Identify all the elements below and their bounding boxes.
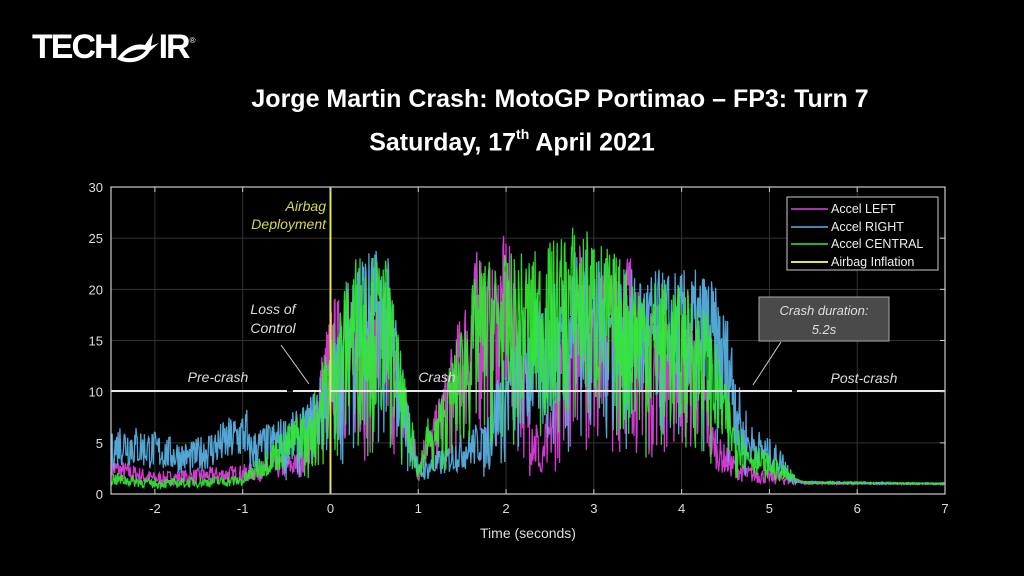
x-tick-label: -2: [149, 501, 161, 516]
crash-duration-box: Crash duration: 5.2s: [758, 296, 890, 342]
legend-label-airbag: Airbag Inflation: [831, 255, 914, 269]
logo-text-ir: IR: [158, 28, 191, 66]
data-traces: [110, 227, 946, 491]
legend-label-right: Accel RIGHT: [831, 220, 904, 234]
x-axis-label: Time (seconds): [480, 525, 576, 541]
loss-of-control-pointer: [280, 344, 310, 385]
annotation-airbag-2: Deployment: [251, 216, 327, 232]
logo-text-tech: TECH: [32, 28, 119, 66]
y-tick-label: 15: [89, 334, 103, 349]
crash-duration-label: Crash duration:: [780, 303, 869, 318]
y-tick-label: 10: [89, 385, 103, 400]
legend-label-left: Accel LEFT: [831, 202, 896, 216]
x-tick-label: 5: [766, 501, 773, 516]
y-tick-label: 0: [96, 487, 103, 502]
annotation-loss-2: Control: [250, 320, 296, 336]
title-date-suffix: April 2021: [529, 128, 655, 157]
y-tick-label: 5: [96, 436, 103, 451]
x-tick-label: -1: [237, 501, 249, 516]
crash-duration-pointer: [752, 341, 782, 386]
crash-duration-value: 5.2s: [812, 322, 837, 337]
legend-label-central: Accel CENTRAL: [831, 237, 923, 251]
chart-title-line2: Saturday, 17th April 2021: [0, 126, 1024, 157]
y-tick-label: 20: [89, 282, 103, 297]
y-tick-label: 30: [89, 180, 103, 195]
chart-title-line1: Jorge Martin Crash: MotoGP Portimao – FP…: [251, 85, 869, 113]
axis-ticks: -2 -1 0 1 2 3 4 5 6 7 0 5 10 15 20 25 30: [89, 180, 949, 516]
legend: Accel LEFT Accel RIGHT Accel CENTRAL Air…: [786, 196, 939, 271]
x-tick-label: 2: [502, 501, 509, 516]
x-tick-label: 0: [327, 501, 334, 516]
annotation-airbag-1: Airbag: [285, 198, 327, 214]
x-tick-label: 7: [941, 501, 948, 516]
x-tick-label: 1: [415, 501, 422, 516]
annotation-postcrash: Post-crash: [831, 370, 898, 386]
y-tick-label: 25: [89, 231, 103, 246]
annotation-loss-1: Loss of: [250, 301, 297, 317]
annotation-precrash: Pre-crash: [188, 369, 249, 385]
title-date-prefix: Saturday, 17: [369, 128, 517, 157]
alpinestars-star-icon: [116, 33, 159, 63]
x-tick-label: 4: [678, 501, 685, 516]
trace-accel-central: [110, 227, 946, 491]
x-tick-label: 3: [590, 501, 597, 516]
annotation-crash: Crash: [418, 369, 456, 385]
title-date-sup: th: [516, 126, 530, 142]
x-tick-label: 6: [854, 501, 861, 516]
techair-logo: TECH IR ®: [32, 27, 195, 67]
registered-mark: ®: [189, 35, 196, 45]
